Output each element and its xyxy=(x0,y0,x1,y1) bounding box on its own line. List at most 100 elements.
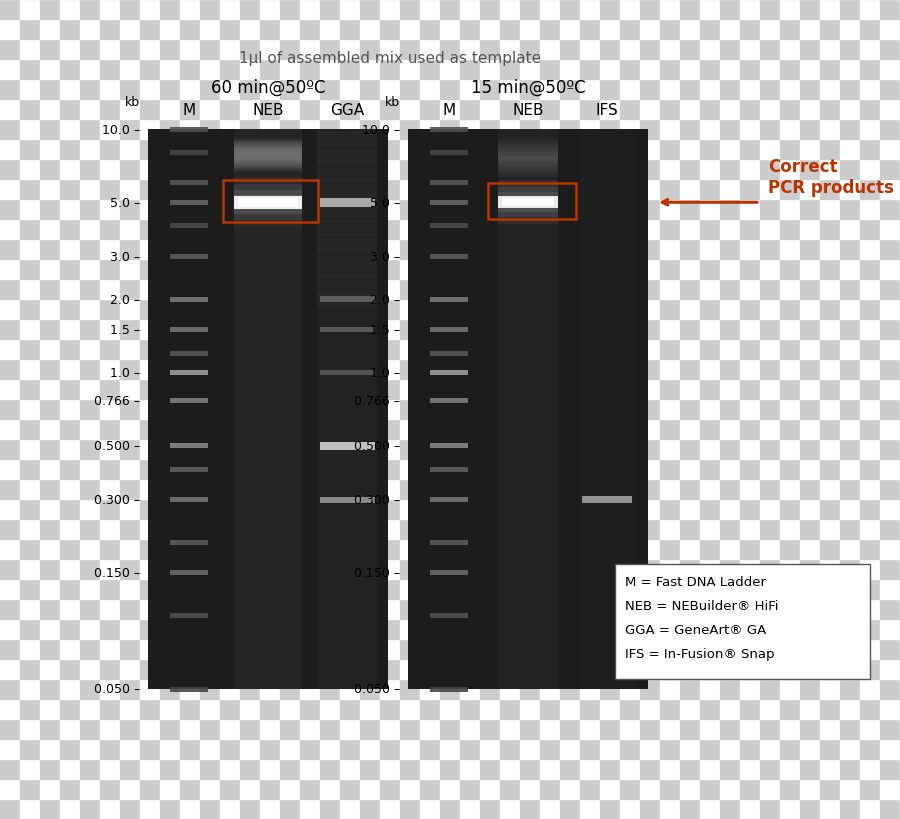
Bar xyxy=(160,540,180,559)
Bar xyxy=(680,379,700,400)
Bar xyxy=(300,300,320,319)
Bar xyxy=(620,500,640,519)
Bar xyxy=(740,219,760,240)
Bar xyxy=(560,319,580,340)
Bar xyxy=(520,619,540,639)
Bar xyxy=(800,639,820,659)
Bar xyxy=(840,60,860,80)
Bar xyxy=(240,519,260,540)
Bar xyxy=(0,219,20,240)
Bar xyxy=(840,540,860,559)
Bar xyxy=(300,260,320,279)
Bar xyxy=(580,579,600,600)
Bar xyxy=(80,240,100,260)
Bar xyxy=(700,319,720,340)
Bar xyxy=(380,519,400,540)
Bar xyxy=(540,260,560,279)
Bar xyxy=(720,300,740,319)
Bar xyxy=(80,0,100,20)
Bar xyxy=(760,180,780,200)
Bar xyxy=(20,80,40,100)
Bar xyxy=(640,180,660,200)
Bar xyxy=(880,540,900,559)
Bar xyxy=(20,699,40,719)
Bar xyxy=(430,201,468,206)
Bar xyxy=(0,20,20,40)
Bar xyxy=(234,152,302,171)
Bar xyxy=(220,719,240,739)
Bar xyxy=(160,699,180,719)
Bar xyxy=(540,300,560,319)
Text: M: M xyxy=(442,103,455,118)
Bar xyxy=(498,143,558,163)
Bar xyxy=(540,400,560,419)
Bar xyxy=(160,759,180,779)
Bar xyxy=(700,759,720,779)
Bar xyxy=(340,300,360,319)
Bar xyxy=(20,340,40,360)
Bar xyxy=(440,379,460,400)
Bar xyxy=(320,260,340,279)
Bar xyxy=(380,699,400,719)
Bar xyxy=(820,739,840,759)
Bar xyxy=(560,360,580,379)
Bar xyxy=(600,699,620,719)
Bar xyxy=(640,619,660,639)
Bar xyxy=(80,20,100,40)
Bar xyxy=(340,419,360,440)
Bar xyxy=(680,619,700,639)
Bar xyxy=(760,639,780,659)
Bar xyxy=(220,379,240,400)
Bar xyxy=(440,779,460,799)
Bar xyxy=(40,559,60,579)
Bar xyxy=(640,440,660,459)
Bar xyxy=(880,100,900,120)
Bar xyxy=(580,180,600,200)
Bar xyxy=(120,559,140,579)
Bar xyxy=(260,759,280,779)
Bar xyxy=(300,379,320,400)
Bar xyxy=(240,759,260,779)
Bar xyxy=(260,719,280,739)
Bar xyxy=(600,759,620,779)
Bar xyxy=(800,799,820,819)
Bar xyxy=(460,279,480,300)
Bar xyxy=(820,519,840,540)
Bar xyxy=(220,479,240,500)
Bar xyxy=(700,500,720,519)
Bar xyxy=(680,20,700,40)
Bar xyxy=(240,240,260,260)
Bar xyxy=(500,279,520,300)
Bar xyxy=(680,479,700,500)
Bar xyxy=(234,149,302,170)
Bar xyxy=(140,240,160,260)
Bar xyxy=(620,779,640,799)
Bar xyxy=(860,500,880,519)
Bar xyxy=(100,200,120,219)
Bar xyxy=(234,152,302,172)
Bar xyxy=(520,379,540,400)
Bar xyxy=(300,80,320,100)
Bar xyxy=(580,679,600,699)
Bar xyxy=(780,779,800,799)
Bar xyxy=(560,500,580,519)
Bar xyxy=(780,400,800,419)
Bar xyxy=(460,340,480,360)
Bar xyxy=(430,224,468,229)
Bar xyxy=(300,619,320,639)
Bar xyxy=(460,579,480,600)
Bar xyxy=(320,379,340,400)
Bar xyxy=(120,400,140,419)
Bar xyxy=(280,659,300,679)
Bar xyxy=(400,0,420,20)
Bar xyxy=(180,379,200,400)
Bar xyxy=(860,419,880,440)
Bar xyxy=(20,120,40,140)
Bar xyxy=(760,540,780,559)
Bar xyxy=(420,739,440,759)
Bar xyxy=(170,127,208,133)
Bar xyxy=(860,699,880,719)
Bar xyxy=(80,679,100,699)
Bar xyxy=(880,500,900,519)
Bar xyxy=(220,40,240,60)
